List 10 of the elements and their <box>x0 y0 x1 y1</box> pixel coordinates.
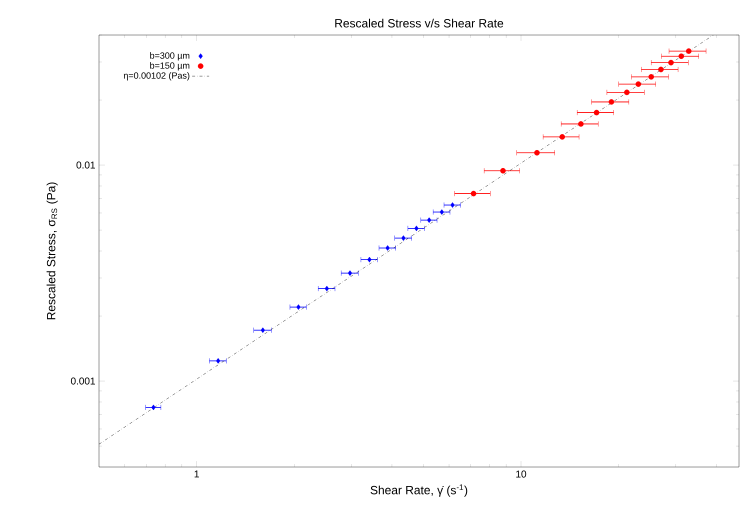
legend-label: η=0.00102 (Pas) <box>124 72 190 80</box>
x-tick-label: 1 <box>194 470 199 478</box>
y-axis-title: Rescaled Stress, σ$_{RS}$ (Pa) <box>46 182 58 320</box>
chart-title: Rescaled Stress v/s Shear Rate <box>335 18 504 28</box>
legend-label: b=300 µm <box>150 52 190 61</box>
x-tick-label: 10 <box>516 470 526 478</box>
y-tick-label: 0.001 <box>70 378 95 385</box>
x-axis-title: Shear Rate, γ̇ (s$^{-1}$) <box>370 484 468 497</box>
y-tick-label: 0.01 <box>76 162 95 169</box>
legend-label: b=150 µm <box>150 62 190 70</box>
